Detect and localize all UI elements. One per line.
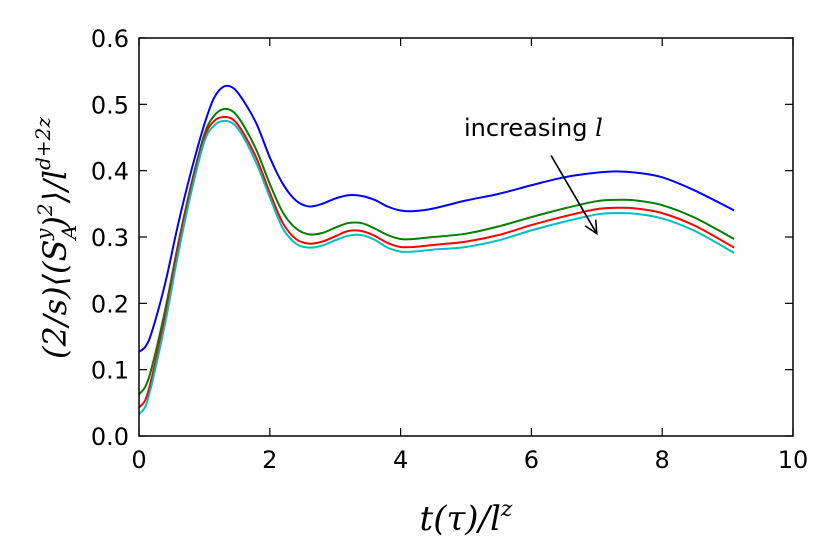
annotation-text: increasing l — [464, 114, 603, 142]
y-tick-label: 0.2 — [91, 290, 129, 318]
series-line-series-4 — [138, 119, 735, 415]
y-tick-label: 0.3 — [91, 224, 129, 252]
x-tick-label: 10 — [778, 446, 809, 474]
x-tick-label: 4 — [393, 446, 408, 474]
arrow-head — [584, 219, 598, 236]
y-tick-label: 0.6 — [91, 25, 129, 53]
x-tick-label: 2 — [262, 446, 277, 474]
x-tick-label: 8 — [655, 446, 670, 474]
series-line-series-3 — [138, 115, 735, 409]
annotation-arrow — [550, 155, 598, 236]
y-tick-label: 0.0 — [91, 423, 129, 451]
x-axis-label: t(τ)/lz — [420, 497, 513, 539]
axis-ticks: 0 2 4 6 8 10 0.0 0.1 0.2 0.3 0.4 0.5 0.6 — [91, 25, 808, 474]
series-line-series-1 — [138, 84, 735, 353]
series-line-series-2 — [138, 107, 735, 395]
y-tick-label: 0.5 — [91, 91, 129, 119]
y-axis-label: (2/s)⟨(SAy)2⟩/ld+2z — [31, 117, 81, 359]
x-tick-label: 0 — [131, 446, 146, 474]
plot-frame — [138, 37, 794, 437]
arrow-shaft — [550, 155, 598, 235]
x-tick-label: 6 — [524, 446, 539, 474]
y-tick-label: 0.4 — [91, 158, 129, 186]
y-tick-label: 0.1 — [91, 357, 129, 385]
series-lines — [138, 84, 735, 415]
